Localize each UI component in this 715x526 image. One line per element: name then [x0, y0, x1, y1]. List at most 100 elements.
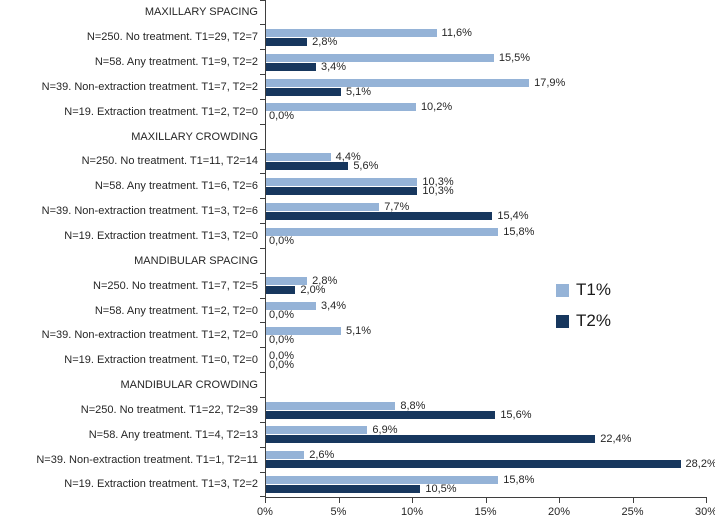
- category-label: N=19. Extraction treatment. T1=3, T2=0: [64, 230, 258, 243]
- t1-value-label: 17,9%: [534, 76, 566, 89]
- category-label: N=250. No treatment. T1=11, T2=14: [81, 155, 258, 168]
- t1-bar: [266, 28, 437, 37]
- group-header-row: MANDIBULAR SPACING: [0, 248, 715, 274]
- bar-pair: 15,8% 0,0%: [260, 224, 706, 249]
- chart-row: N=58. Any treatment. T1=2, T2=0 3,4% 0,0%: [0, 298, 715, 324]
- category-axis-top-tick: [260, 0, 265, 1]
- bar-pair: 3,4% 0,0%: [260, 298, 706, 324]
- t1-value-label: 5,1%: [345, 324, 372, 337]
- chart-row: N=39. Non-extraction treatment. T1=7, T2…: [0, 75, 715, 100]
- plot-area: MAXILLARY SPACING N=250. No treatment. T1…: [0, 0, 715, 498]
- t2-legend-swatch: [556, 314, 569, 328]
- t1-bar: [266, 302, 316, 311]
- t1-bar: [266, 277, 308, 286]
- bar-pair: 6,9% 22,4%: [260, 422, 706, 448]
- category-label: N=19. Extraction treatment. T1=2, T2=0: [64, 105, 258, 118]
- category-tick: [260, 322, 265, 324]
- t1-legend-label: T1%: [576, 280, 611, 299]
- category-tick: [260, 98, 265, 100]
- category-tick: [260, 272, 265, 274]
- x-axis-label: 10%: [400, 506, 424, 518]
- legend-entry-t1: T1%: [556, 280, 611, 300]
- chart-row: N=39. Non-extraction treatment. T1=1, T2…: [0, 447, 715, 473]
- t2-value-label: 0,0%: [269, 110, 295, 123]
- t1-legend-swatch: [556, 283, 569, 297]
- x-axis-tick: [412, 498, 413, 503]
- category-label: N=39. Non-extraction treatment. T1=2, T2…: [41, 329, 258, 342]
- t2-bar: [266, 162, 349, 171]
- category-tick: [260, 347, 265, 349]
- t1-value-label: 2,8%: [312, 275, 338, 288]
- chart-row: N=250. No treatment. T1=7, T2=5 2,8% 2,0%: [0, 273, 715, 299]
- x-axis-tick: [706, 498, 707, 503]
- bar-pair: 10,3% 10,3%: [260, 174, 706, 200]
- t2-value-label: 3,4%: [320, 60, 347, 73]
- bar-pair: 0,0% 0,0%: [260, 348, 706, 374]
- t1-bar: [266, 177, 418, 186]
- t2-value-label: 22,4%: [600, 433, 632, 446]
- group-header-spacer: [260, 0, 706, 26]
- legend: T1% T2%: [556, 280, 611, 342]
- t1-value-label: 15,5%: [498, 51, 531, 64]
- group-header-spacer: [260, 373, 706, 398]
- chart-row: N=58. Any treatment. T1=6, T2=6 10,3% 10,3…: [0, 174, 715, 200]
- t2-value-label: 0,0%: [269, 234, 295, 247]
- category-tick: [260, 372, 265, 374]
- x-axis-label: 30%: [694, 506, 715, 518]
- t2-bar: [266, 62, 316, 71]
- t1-bar: [266, 78, 530, 87]
- chart-row: N=19. Extraction treatment. T1=2, T2=0 10…: [0, 99, 715, 125]
- bar-pair: 5,1% 0,0%: [260, 323, 706, 349]
- category-tick: [260, 446, 265, 448]
- category-label: N=39. Non-extraction treatment. T1=3, T2…: [41, 205, 258, 218]
- category-label: N=250. No treatment. T1=29, T2=7: [86, 31, 258, 44]
- category-tick: [260, 74, 265, 76]
- category-tick: [260, 496, 265, 498]
- t2-bar: [266, 286, 296, 295]
- t2-value-label: 2,0%: [300, 284, 326, 297]
- chart-row: N=58. Any treatment. T1=9, T2=2 15,5% 3,4%: [0, 50, 715, 76]
- category-label: N=58. Any treatment. T1=4, T2=13: [88, 428, 258, 441]
- t1-value-label: 10,2%: [420, 101, 453, 114]
- x-axis-tick: [632, 498, 634, 503]
- t1-bar: [266, 451, 305, 460]
- t1-value-label: 2,6%: [309, 449, 335, 462]
- t2-value-label: 10,5%: [425, 483, 457, 496]
- category-label: N=58. Any treatment. T1=2, T2=0: [94, 304, 258, 317]
- x-axis-tick: [338, 498, 340, 503]
- bar-pair: 17,9% 5,1%: [260, 75, 706, 100]
- t2-bar: [266, 485, 421, 494]
- group-header: MAXILLARY SPACING: [144, 6, 258, 19]
- x-axis-tick: [485, 498, 487, 503]
- legend-entry-t2: T2%: [556, 311, 611, 331]
- t2-bar: [266, 186, 418, 195]
- t1-value-label: 8,8%: [400, 399, 426, 412]
- category-tick: [260, 148, 265, 150]
- chart-row: N=250. No treatment. T1=11, T2=14 4,4% 5,6…: [0, 149, 715, 175]
- bar-pair: 2,8% 2,0%: [260, 273, 706, 299]
- t2-value-label: 0,0%: [269, 333, 295, 346]
- chart-row: N=19. Extraction treatment. T1=0, T2=0 0,…: [0, 348, 715, 374]
- t2-value-label: 5,6%: [353, 160, 379, 173]
- category-label: N=250. No treatment. T1=7, T2=5: [93, 279, 258, 292]
- category-label: N=39. Non-extraction treatment. T1=1, T2…: [36, 453, 258, 466]
- category-label: N=250. No treatment. T1=22, T2=39: [80, 403, 258, 416]
- t2-value-label: 15,4%: [497, 209, 529, 222]
- t2-bar: [266, 87, 341, 96]
- t2-bar: [266, 211, 493, 220]
- category-label: N=19. Extraction treatment. T1=3, T2=2: [64, 478, 258, 491]
- t2-bar: [266, 435, 596, 444]
- t2-value-label: 10,3%: [422, 184, 454, 197]
- t1-value-label: 3,4%: [320, 300, 347, 313]
- category-tick: [260, 471, 265, 473]
- t2-value-label: 0,0%: [269, 358, 295, 371]
- x-axis-label: 0%: [257, 506, 273, 518]
- t2-value-label: 2,8%: [312, 35, 338, 48]
- chart-row: N=250. No treatment. T1=29, T2=7 11,6% 2,8…: [0, 25, 715, 51]
- category-label: N=19. Extraction treatment. T1=0, T2=0: [64, 354, 258, 367]
- chart-row: N=39. Non-extraction treatment. T1=3, T2…: [0, 199, 715, 225]
- bar-pair: 2,6% 28,2%: [260, 447, 715, 473]
- bar-pair: 7,7% 15,4%: [260, 199, 706, 225]
- chart-row: N=58. Any treatment. T1=4, T2=13 6,9% 22,4…: [0, 422, 715, 448]
